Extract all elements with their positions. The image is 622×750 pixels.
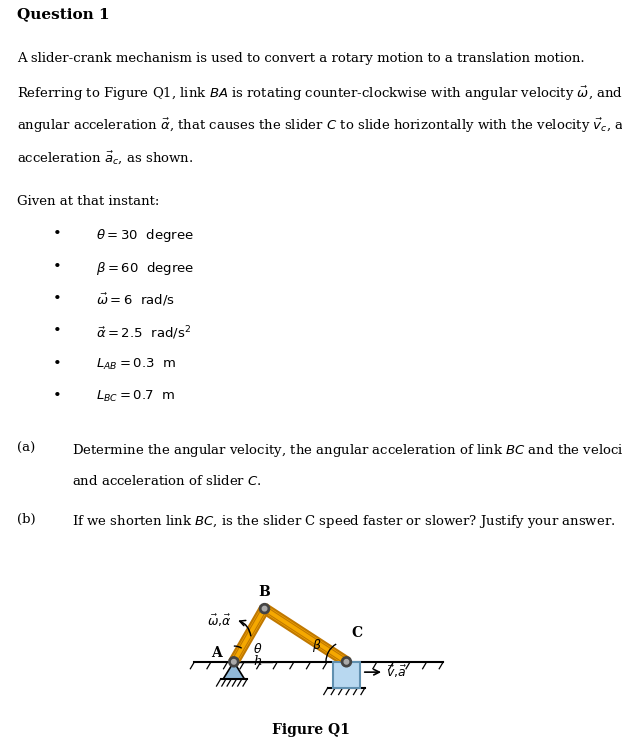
Text: $\beta = 60\ \ \mathrm{degree}$: $\beta = 60\ \ \mathrm{degree}$ [96, 260, 195, 277]
Text: •: • [53, 325, 62, 338]
Text: (a): (a) [17, 442, 35, 455]
Text: $\beta$: $\beta$ [312, 637, 322, 654]
Text: Question 1: Question 1 [17, 7, 110, 21]
Circle shape [259, 604, 269, 613]
Bar [333, 662, 360, 688]
Text: A slider-crank mechanism is used to convert a rotary motion to a translation mot: A slider-crank mechanism is used to conv… [17, 52, 585, 64]
Text: and acceleration of slider $C$.: and acceleration of slider $C$. [72, 474, 261, 488]
Text: C: C [351, 626, 362, 640]
Text: B: B [259, 585, 271, 599]
Text: If we shorten link $\mathit{BC}$, is the slider C speed faster or slower? Justif: If we shorten link $\mathit{BC}$, is the… [72, 512, 615, 529]
Text: A: A [211, 646, 222, 660]
Text: h: h [254, 656, 262, 668]
Text: $\vec{\omega} = 6\ \ \mathrm{rad/s}$: $\vec{\omega} = 6\ \ \mathrm{rad/s}$ [96, 292, 175, 308]
Text: $\vec{\alpha} = 2.5\ \ \mathrm{rad/s}^2$: $\vec{\alpha} = 2.5\ \ \mathrm{rad/s}^2$ [96, 325, 192, 342]
Circle shape [231, 659, 236, 664]
Text: $L_{AB} = 0.3\ \ \mathrm{m}$: $L_{AB} = 0.3\ \ \mathrm{m}$ [96, 357, 177, 372]
Text: angular acceleration $\vec{\alpha}$, that causes the slider $C$ to slide horizon: angular acceleration $\vec{\alpha}$, tha… [17, 116, 622, 135]
Text: •: • [53, 357, 62, 370]
Text: •: • [53, 292, 62, 306]
Text: $\vec{\omega}$,$\vec{\alpha}$: $\vec{\omega}$,$\vec{\alpha}$ [207, 613, 231, 629]
Text: •: • [53, 260, 62, 274]
Polygon shape [230, 606, 269, 664]
Text: •: • [53, 227, 62, 242]
Text: •: • [53, 389, 62, 404]
Circle shape [344, 659, 349, 664]
Circle shape [341, 657, 351, 667]
Circle shape [229, 657, 239, 667]
Circle shape [262, 606, 267, 610]
Text: $L_{BC} = 0.7\ \ \mathrm{m}$: $L_{BC} = 0.7\ \ \mathrm{m}$ [96, 389, 175, 404]
Text: Determine the angular velocity, the angular acceleration of link $\mathit{BC}$ a: Determine the angular velocity, the angu… [72, 442, 622, 459]
Text: Given at that instant:: Given at that instant: [17, 195, 160, 208]
Text: Figure Q1: Figure Q1 [272, 724, 350, 737]
Polygon shape [223, 662, 244, 680]
Polygon shape [262, 604, 349, 666]
Text: $\vec{v}$,$\vec{a}$: $\vec{v}$,$\vec{a}$ [386, 664, 407, 680]
Text: $\theta = 30\ \ \mathrm{degree}$: $\theta = 30\ \ \mathrm{degree}$ [96, 227, 194, 244]
Text: acceleration $\vec{a}_c$, as shown.: acceleration $\vec{a}_c$, as shown. [17, 149, 194, 166]
Text: $\theta$: $\theta$ [253, 642, 262, 656]
Text: Referring to Figure Q1, link $\mathit{BA}$ is rotating counter-clockwise with an: Referring to Figure Q1, link $\mathit{BA… [17, 84, 622, 103]
Text: (b): (b) [17, 512, 36, 526]
